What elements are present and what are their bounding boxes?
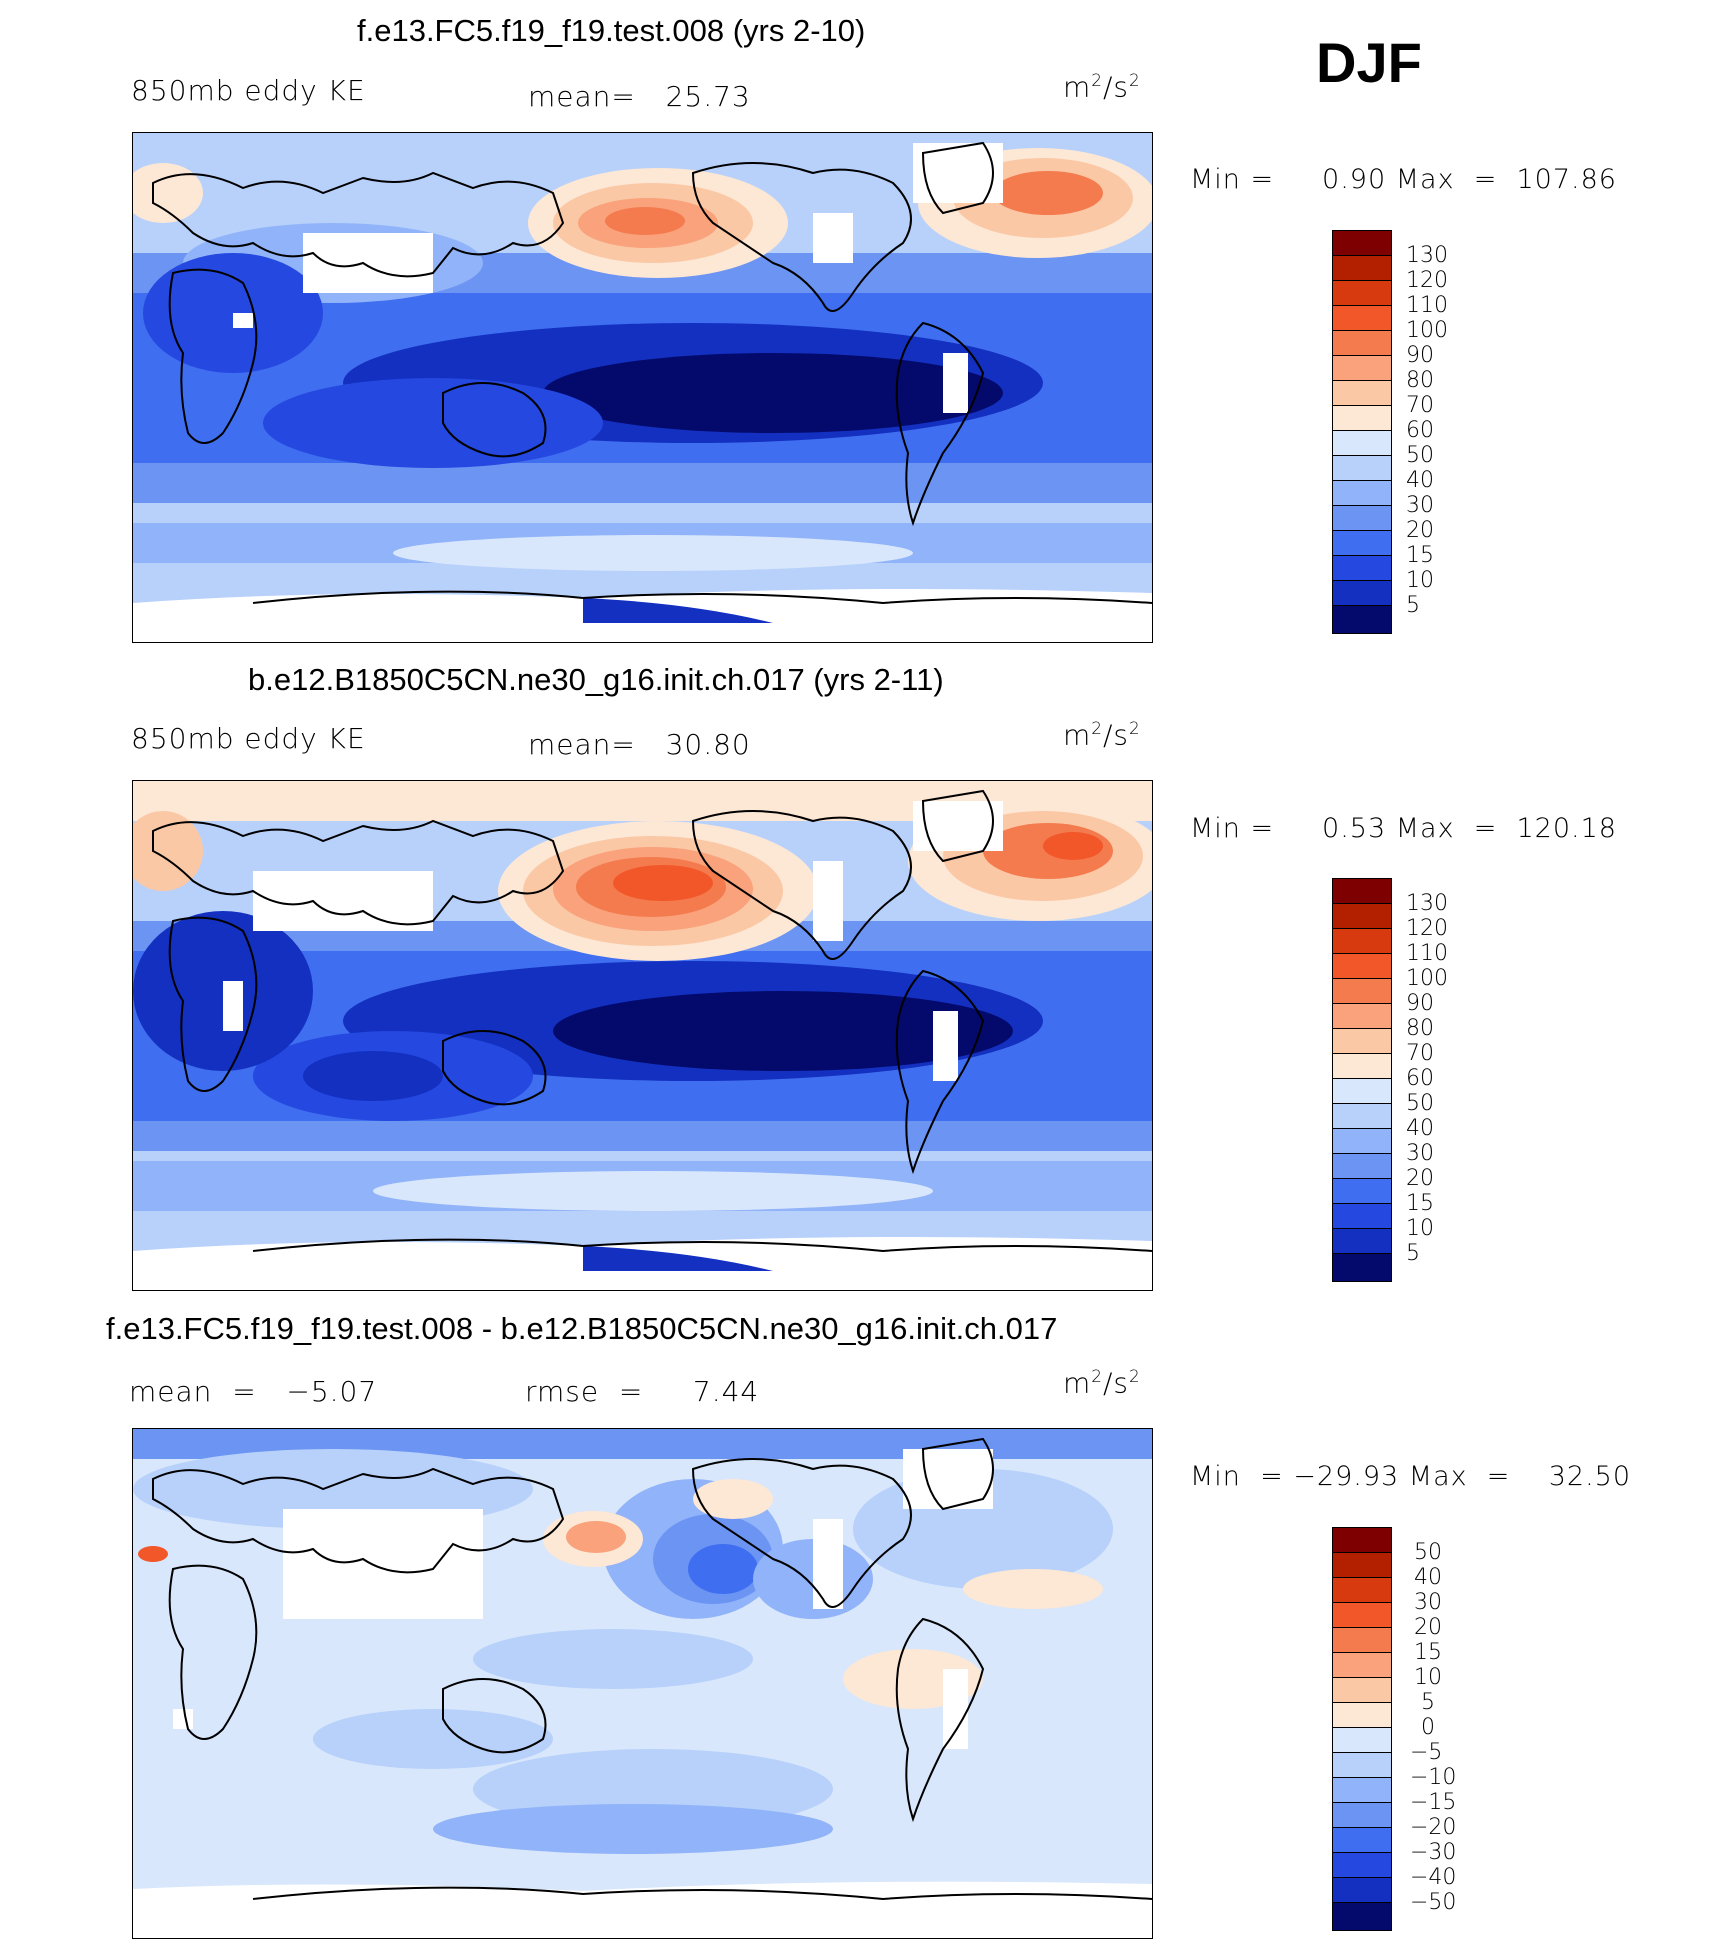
cb2-label: 100 [1406, 966, 1448, 991]
cb3-label: 20 [1414, 1615, 1442, 1640]
cb2-label: 70 [1406, 1041, 1434, 1066]
panel-1-map [132, 132, 1153, 643]
cb1-label: 40 [1406, 468, 1434, 493]
cb1-label: 5 [1406, 593, 1420, 618]
cb2-label: 5 [1406, 1241, 1420, 1266]
cb1-label: 100 [1406, 318, 1448, 343]
panel-1-title: f.e13.FC5.f19_f19.test.008 (yrs 2-10) [357, 13, 866, 48]
cb3-label: −40 [1410, 1865, 1457, 1890]
cb2-label: 120 [1406, 916, 1448, 941]
cb1-label: 70 [1406, 393, 1434, 418]
panel-2-units: m2/s2 [1063, 718, 1141, 752]
cb1-label: 50 [1406, 443, 1434, 468]
panel-1-units: m2/s2 [1063, 70, 1141, 104]
panel-3-colorbar [1332, 1527, 1392, 1931]
panel-2-minmax: Min = 0.53 Max = 120.18 [1190, 813, 1617, 844]
cb3-label: −30 [1410, 1840, 1457, 1865]
cb3-label: 0 [1421, 1715, 1435, 1740]
cb1-label: 15 [1406, 543, 1434, 568]
cb3-label: 15 [1414, 1640, 1442, 1665]
season-label: DJF [1316, 31, 1422, 94]
cb3-label: 5 [1421, 1690, 1435, 1715]
cb3-label: −5 [1410, 1740, 1443, 1765]
cb3-label: 10 [1414, 1665, 1442, 1690]
cb1-label: 120 [1406, 268, 1448, 293]
panel-3-map-svg [133, 1429, 1152, 1938]
panel-3-title: f.e13.FC5.f19_f19.test.008 - b.e12.B1850… [106, 1311, 1058, 1346]
cb2-label: 60 [1406, 1066, 1434, 1091]
cb3-label: −20 [1410, 1815, 1457, 1840]
panel-2-colorbar [1332, 878, 1392, 1282]
panel-1-variable-label: 850mb eddy KE [131, 74, 366, 107]
cb3-label: −50 [1410, 1890, 1457, 1915]
panel-1-minmax: Min = 0.90 Max = 107.86 [1190, 164, 1617, 195]
panel-3-minmax: Min = −29.93 Max = 32.50 [1190, 1461, 1632, 1492]
panel-1-colorbar [1332, 230, 1392, 634]
cb3-label: −15 [1410, 1790, 1457, 1815]
panel-2-variable-label: 850mb eddy KE [131, 722, 366, 755]
cb2-label: 20 [1406, 1166, 1434, 1191]
cb1-label: 30 [1406, 493, 1434, 518]
cb3-label: 50 [1414, 1540, 1442, 1565]
cb1-label: 90 [1406, 343, 1434, 368]
cb2-label: 50 [1406, 1091, 1434, 1116]
cb1-label: 80 [1406, 368, 1434, 393]
panel-3-mean-label: mean = −5.07 [129, 1375, 378, 1408]
cb1-label: 10 [1406, 568, 1434, 593]
panel-1-map-svg [133, 133, 1152, 642]
cb2-label: 40 [1406, 1116, 1434, 1141]
cb2-label: 90 [1406, 991, 1434, 1016]
panel-1-mean-label: mean= 25.73 [528, 80, 751, 113]
cb3-label: 40 [1414, 1565, 1442, 1590]
cb1-label: 60 [1406, 418, 1434, 443]
cb3-label: 30 [1414, 1590, 1442, 1615]
cb1-label: 110 [1406, 293, 1448, 318]
panel-3-map [132, 1428, 1153, 1939]
cb3-label: −10 [1410, 1765, 1457, 1790]
cb2-label: 80 [1406, 1016, 1434, 1041]
cb1-label: 130 [1406, 243, 1448, 268]
cb2-label: 130 [1406, 891, 1448, 916]
panel-3-rmse-label: rmse = 7.44 [525, 1375, 760, 1408]
panel-2-title: b.e12.B1850C5CN.ne30_g16.init.ch.017 (yr… [248, 662, 944, 697]
panel-2-mean-label: mean= 30.80 [528, 728, 751, 761]
cb2-label: 30 [1406, 1141, 1434, 1166]
panel-2-map-svg [133, 781, 1152, 1290]
cb1-label: 20 [1406, 518, 1434, 543]
cb2-label: 10 [1406, 1216, 1434, 1241]
cb2-label: 110 [1406, 941, 1448, 966]
panel-2-map [132, 780, 1153, 1291]
cb2-label: 15 [1406, 1191, 1434, 1216]
panel-3-units: m2/s2 [1063, 1366, 1141, 1400]
